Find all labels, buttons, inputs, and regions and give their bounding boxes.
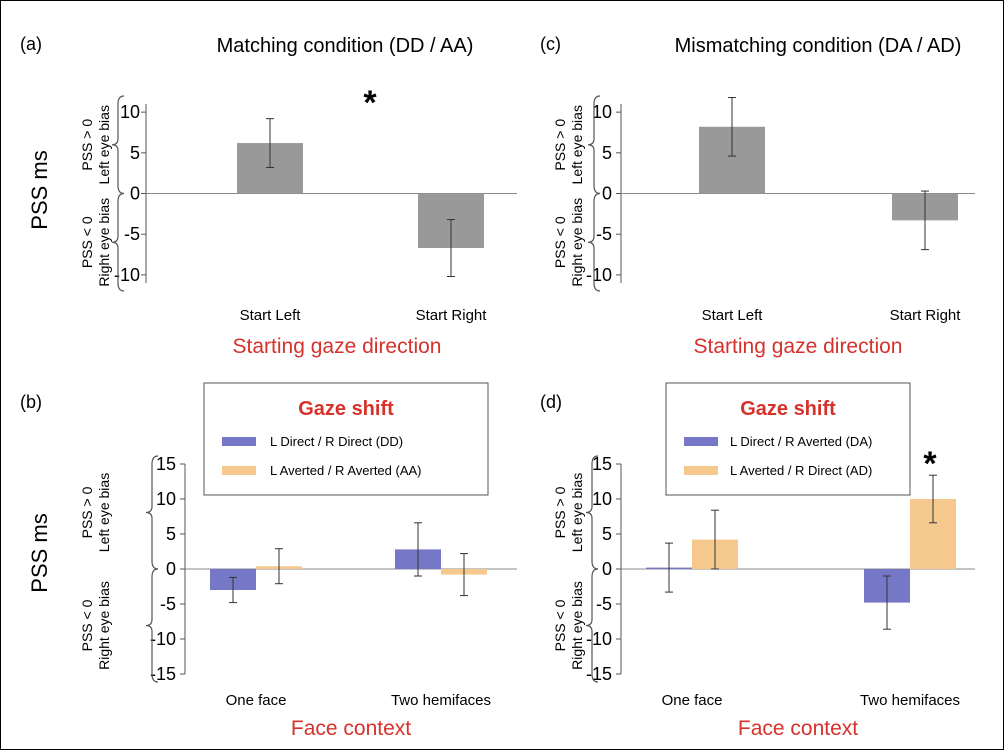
legend-swatch-b-aa xyxy=(222,466,256,475)
y-axis-main-label-bottom: PSS ms xyxy=(27,513,52,592)
bias-label-negative-d: PSS < 0Right eye bias xyxy=(552,581,585,670)
x-axis-label-b: Face context xyxy=(291,717,411,740)
y-tick-label-b: 5 xyxy=(166,524,176,544)
x-category-label-a: Start Right xyxy=(416,307,488,324)
significance-star-d: * xyxy=(923,445,937,483)
y-tick-label-a: 10 xyxy=(120,102,140,122)
legend-b: Gaze shift L Direct / R Direct (DD) L Av… xyxy=(203,382,489,496)
chart-title-c: Mismatching condition (DA / AD) xyxy=(675,35,962,57)
x-category-label-c: Start Left xyxy=(702,307,764,324)
panel-label-b: (b) xyxy=(20,392,42,412)
legend-swatch-d-da xyxy=(684,437,718,446)
y-tick-label-d: 5 xyxy=(602,524,612,544)
legend-d: Gaze shift L Direct / R Averted (DA) L A… xyxy=(665,382,911,496)
y-tick-label-b: 0 xyxy=(166,559,176,579)
legend-swatch-d-ad xyxy=(684,466,718,475)
y-tick-label-b: 15 xyxy=(156,454,176,474)
x-axis-label-d: Face context xyxy=(738,717,858,740)
x-axis-label-a: Starting gaze direction xyxy=(233,335,442,358)
bias-label-positive-d: PSS > 0Left eye bias xyxy=(552,473,585,552)
bias-label-positive-b: PSS > 0Left eye bias xyxy=(79,473,112,552)
panel-label-a: (a) xyxy=(20,34,42,54)
bias-positive-line2: Left eye bias xyxy=(569,473,585,552)
y-tick-label-c: 10 xyxy=(592,102,612,122)
bias-label-negative-b: PSS < 0Right eye bias xyxy=(79,581,112,670)
bias-negative-line2: Right eye bias xyxy=(96,581,112,670)
chart-a: 10 5 0 -5 -10 Start Left Start Right Starting g… xyxy=(79,84,517,358)
y-tick-label-c: -5 xyxy=(596,224,612,244)
bias-negative-line1: PSS < 0 xyxy=(552,216,568,268)
chart-title-a: Matching condition (DD / AA) xyxy=(217,35,474,57)
panel-label-d: (d) xyxy=(540,392,562,412)
bias-positive-line2: Left eye bias xyxy=(96,473,112,552)
bias-positive-line1: PSS > 0 xyxy=(552,119,568,171)
x-category-label-d: One face xyxy=(662,692,723,709)
bias-label-negative-c: PSS < 0Right eye bias xyxy=(552,198,585,287)
brace-positive-c xyxy=(587,95,601,195)
bias-positive-line2: Left eye bias xyxy=(96,105,112,184)
bias-negative-line2: Right eye bias xyxy=(569,581,585,670)
chart-d: 15 10 5 0 -5 -10 -15 One face Two hemifacesFace … xyxy=(552,445,975,740)
x-category-label-b: One face xyxy=(226,692,287,709)
x-category-label-d: Two hemifaces xyxy=(860,692,960,709)
bias-negative-line1: PSS < 0 xyxy=(552,599,568,651)
bias-positive-line1: PSS > 0 xyxy=(79,486,95,538)
brace-negative-b xyxy=(145,568,159,683)
y-tick-label-b: -5 xyxy=(160,594,176,614)
bias-negative-line1: PSS < 0 xyxy=(79,599,95,651)
legend-title-d: Gaze shift xyxy=(740,398,836,420)
y-tick-label-a: 5 xyxy=(130,143,140,163)
bias-positive-line2: Left eye bias xyxy=(569,105,585,184)
x-category-label-b: Two hemifaces xyxy=(391,692,491,709)
y-tick-label-d: -15 xyxy=(586,664,612,684)
x-axis-label-c: Starting gaze direction xyxy=(694,335,903,358)
chart-c: 10 5 0 -5 -10 Start Left Start Right Starting g… xyxy=(552,95,975,358)
y-tick-label-a: -10 xyxy=(114,265,140,285)
brace-positive-b xyxy=(145,455,159,570)
x-category-label-a: Start Left xyxy=(240,307,302,324)
chart-b: 15 10 5 0 -5 -10 -15 One face Two hemifaces Face … xyxy=(79,454,517,740)
y-tick-label-b: -15 xyxy=(150,664,176,684)
legend-label-d-da: L Direct / R Averted (DA) xyxy=(730,434,872,449)
legend-label-d-ad: L Averted / R Direct (AD) xyxy=(730,463,872,478)
legend-label-b-dd: L Direct / R Direct (DD) xyxy=(270,434,403,449)
bias-label-positive-a: PSS > 0Left eye bias xyxy=(79,105,112,184)
legend-label-b-aa: L Averted / R Averted (AA) xyxy=(270,463,422,478)
y-tick-label-d: -10 xyxy=(586,629,612,649)
brace-negative-a xyxy=(111,192,125,292)
legend-swatch-b-dd xyxy=(222,437,256,446)
y-tick-label-a: -5 xyxy=(124,224,140,244)
panel-label-c: (c) xyxy=(540,34,561,54)
y-tick-label-b: 10 xyxy=(156,489,176,509)
bias-negative-line2: Right eye bias xyxy=(569,198,585,287)
bias-label-positive-c: PSS > 0Left eye bias xyxy=(552,105,585,184)
bias-label-negative-a: PSS < 0Right eye bias xyxy=(79,198,112,287)
y-tick-label-d: -5 xyxy=(596,594,612,614)
bias-positive-line1: PSS > 0 xyxy=(79,119,95,171)
brace-positive-d xyxy=(585,455,599,570)
y-tick-label-a: 0 xyxy=(130,184,140,204)
y-tick-label-d: 0 xyxy=(602,559,612,579)
significance-star-a: * xyxy=(363,84,377,122)
y-tick-label-d: 10 xyxy=(592,489,612,509)
bias-negative-line1: PSS < 0 xyxy=(79,216,95,268)
legend-title-b: Gaze shift xyxy=(298,398,394,420)
y-tick-label-c: 0 xyxy=(602,184,612,204)
y-tick-label-c: -10 xyxy=(586,265,612,285)
brace-negative-d xyxy=(585,568,599,683)
brace-negative-c xyxy=(587,192,601,292)
x-category-label-c: Start Right xyxy=(890,307,962,324)
y-axis-main-label-top: PSS ms xyxy=(27,150,52,229)
y-tick-label-c: 5 xyxy=(602,143,612,163)
brace-positive-a xyxy=(111,95,125,195)
y-tick-label-d: 15 xyxy=(592,454,612,474)
bias-positive-line1: PSS > 0 xyxy=(552,486,568,538)
bias-negative-line2: Right eye bias xyxy=(96,198,112,287)
y-tick-label-b: -10 xyxy=(150,629,176,649)
